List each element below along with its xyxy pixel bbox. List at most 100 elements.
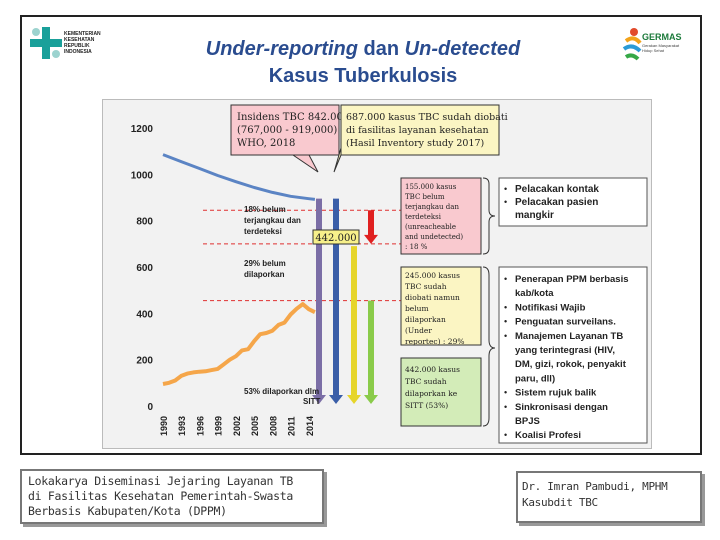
label-18-line-0: 18% belum [244,205,286,214]
x-tick-label-8: 2014 [305,416,315,436]
x-tick-label-1: 1993 [177,416,187,436]
x-tick-label-2: 1996 [195,416,205,436]
inventory-box-pointer [333,147,342,173]
underreported-box-text-line-2: diobati namun [405,293,460,302]
bullet-bottom-marker-9: • [504,402,507,412]
kemenkes-text-1: KEMENTERIAN [64,31,101,37]
inventory-box-text-line-2: (Hasil Inventory study 2017) [346,138,484,149]
value-442-box [312,229,360,245]
x-tick-label-7: 2011 [287,416,297,436]
germas-sub-2: Hidup Sehat [642,48,665,53]
label-18-line-2: terdeteksi [244,227,282,236]
event-caption: Lokakarya Diseminasi Jejaring Layanan TB… [20,469,324,524]
slide-frame: KEMENTERIAN KESEHATAN REPUBLIK INDONESIA… [20,15,702,455]
chart-panel: 0 200 400 600 800 1000 1200 1990 1993 1996 1999 200… [102,99,652,449]
undetected-box-text-line-3: terdeteksi [405,213,442,221]
reported-box-text-line-3: SITT (53%) [405,401,448,410]
kemenkes-text-4: INDONESIA [64,49,92,55]
bullet-top-marker-1: • [504,197,507,207]
y-tick-label-0: 0 [147,402,153,413]
bullets-top-box [498,177,648,227]
undetected-box-text-line-1: TBC belum [405,193,445,201]
bullet-bottom-marker-4: • [504,331,507,341]
title-under-reporting: Under-reporting [205,38,358,60]
undetected-box-text-line-6: : 18 % [405,243,428,251]
underreported-box [400,266,482,346]
x-tick-label-4: 2002 [232,416,242,436]
underreported-box-text-line-6: reportec) : 29% [405,337,464,346]
bullet-bottom-marker-2: • [504,302,507,312]
kemenkes-text-3: REPUBLIK [64,43,90,49]
germas-sub-1: Gerakan Masyarakat [642,43,680,48]
bullet-bottom-marker-0: • [504,274,507,284]
inventory-box-text-line-0: 687.000 kasus TBC sudah diobati [346,112,508,123]
underreported-box-text-line-1: TBC sudah [405,282,447,291]
arrow-underreported-head [347,395,361,404]
title-undetected: Un-detected [404,38,521,60]
label-18-line-1: terjangkau dan [244,216,301,225]
y-tick-label-5: 1000 [131,170,154,181]
notified-line [162,302,316,386]
incidence-box [230,104,340,156]
bullet-bottom-item-5: yang terintegrasi (HIV, [515,345,615,356]
underreported-box-text-line-3: belum [405,304,429,313]
bullet-bottom-item-1: kab/kota [515,288,554,299]
bullet-bottom-marker-3: • [504,317,507,327]
arrow-incidence-head [312,395,326,404]
y-tick-label-6: 1200 [131,124,154,135]
inventory-box-text-line-1: di fasilitas layanan kesehatan [346,125,489,136]
x-tick-label-0: 1990 [159,416,169,436]
kemenkes-logo-icon [30,27,62,59]
arrow-undetected-head [364,234,378,244]
reported-box-text-line-0: 442.000 kasus [405,365,460,374]
undetected-box-text-line-2: terjangkau dan [405,203,459,211]
incidence-box-text-line-1: (767,000 - 919,000) [237,125,337,136]
arrow-treated-head [329,395,343,404]
bullet-bottom-item-10: BPJS [515,416,540,427]
bullet-bottom-item-3: Penguatan surveilans. [515,317,616,328]
bullet-bottom-item-11: Koalisi Profesi [515,430,581,441]
incidence-line [162,153,316,201]
x-tick-label-5: 2005 [250,416,260,436]
bullet-bottom-marker-8: • [504,388,507,398]
undetected-box [400,177,482,255]
bullet-bottom-item-2: Notifikasi Wajib [515,302,586,313]
incidence-box-text-line-0: Insidens TBC 842.000 [237,112,349,123]
reported-box-text-line-2: dilaporkan ke [405,389,458,398]
bullets-bottom-box [498,266,648,444]
bullet-top-item-2: mangkir [515,210,554,221]
label-29-line-1: dilaporkan [244,270,285,279]
title-and: dan [357,38,405,60]
underreported-box-text-line-4: dilaporkan [405,315,446,324]
undetected-box-text-line-4: (unreacheable [405,223,456,231]
presenter-name: Dr. Imran Pambudi, MPHM [522,480,668,493]
reported-box-text-line-1: TBC sudah [405,377,447,386]
brace-bottom [482,266,496,427]
presenter-caption: Dr. Imran Pambudi, MPHM Kasubdit TBC [516,471,702,523]
bullet-bottom-item-4: Manajemen Layanan TB [515,331,623,342]
bullet-bottom-item-8: Sistem rujuk balik [515,388,597,399]
y-tick-label-2: 400 [136,309,153,320]
page-subtitle: Kasus Tuberkulosis [268,65,458,87]
y-tick-label-3: 600 [136,263,153,274]
bullet-top-item-1: Pelacakan pasien [515,197,598,208]
bullet-bottom-marker-11: • [504,430,507,440]
brace-top [482,177,496,255]
reported-box [400,357,482,427]
underreported-box-text-line-5: (Under [405,326,432,335]
page-title: Under-reporting dan Un-detected [22,38,704,61]
germas-figure-icon [622,28,642,61]
bullet-top-item-0: Pelacakan kontak [515,184,599,195]
germas-logo: GERMAS Gerakan Masyarakat Hidup Sehat [622,25,686,67]
bullet-bottom-item-7: paru, dll) [515,373,555,384]
kemenkes-text-2: KESEHATAN [64,37,95,43]
bullet-bottom-item-9: Sinkronisasi dengan [515,402,608,413]
event-line-1: Lokakarya Diseminasi Jejaring Layanan TB [28,474,293,488]
tb-chart: 0 200 400 600 800 1000 1200 1990 1993 1996 1999 200… [131,104,648,444]
kemenkes-logo: KEMENTERIAN KESEHATAN REPUBLIK INDONESIA [30,25,120,65]
x-tick-label-3: 1999 [214,416,224,436]
undetected-box-text-line-5: and undetected) [405,233,463,241]
arrow-reported-head [364,395,378,404]
y-tick-label-1: 200 [136,356,153,367]
incidence-box-pointer [291,154,319,173]
